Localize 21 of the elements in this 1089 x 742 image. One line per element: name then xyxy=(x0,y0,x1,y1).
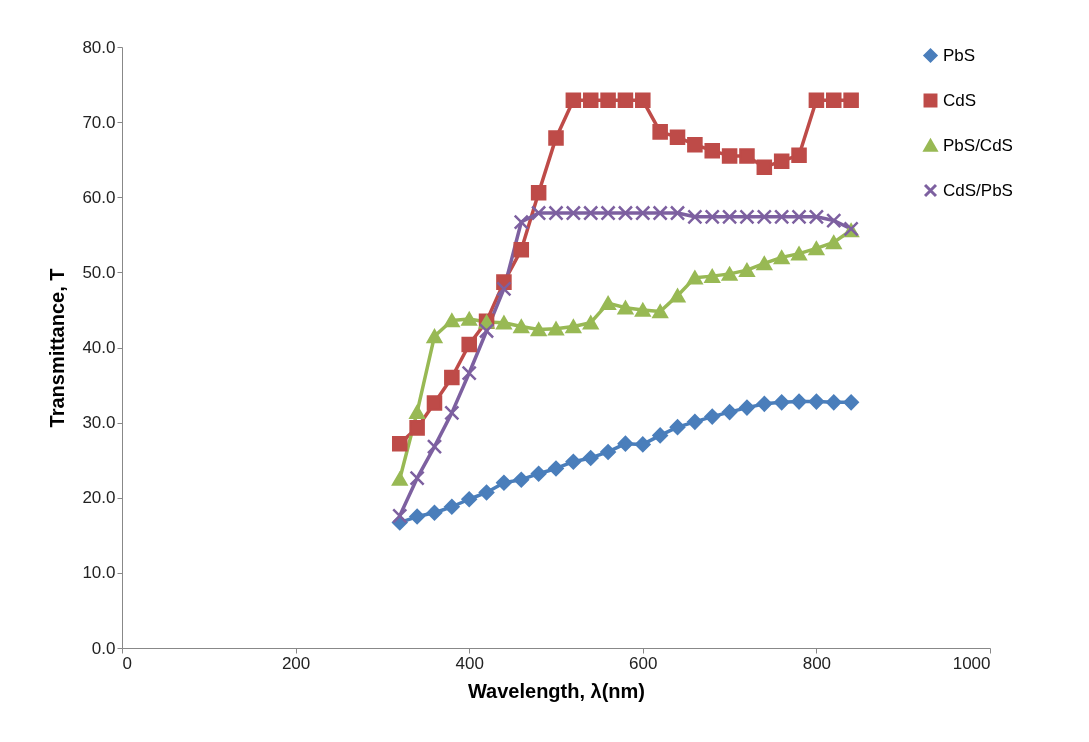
x-tick-label: 200 xyxy=(281,653,311,673)
y-tick-label: 30.0 xyxy=(82,413,116,433)
y-tick-label: 80.0 xyxy=(82,37,116,57)
legend-label: CdS/PbS xyxy=(943,180,1013,200)
x-tick-label: 400 xyxy=(455,653,484,673)
y-axis-title: Transmittance, T xyxy=(46,268,69,428)
legend-label: PbS xyxy=(943,45,976,65)
y-tick-label: 10.0 xyxy=(82,563,116,583)
legend-label: CdS xyxy=(943,90,977,110)
y-tick-label: 40.0 xyxy=(82,338,116,357)
x-tick-label: 600 xyxy=(629,653,658,673)
y-tick-label: 50.0 xyxy=(82,262,116,282)
y-tick-label: 70.0 xyxy=(82,112,116,132)
x-axis-title: Wavelength, λ(nm) xyxy=(467,679,646,702)
y-tick-label: 20.0 xyxy=(82,488,116,508)
x-tick-label: 1000 xyxy=(952,653,991,673)
y-tick-label: 60.0 xyxy=(82,187,116,207)
y-tick-label: 0.0 xyxy=(91,638,116,658)
x-tick-label: 800 xyxy=(802,653,832,673)
legend-label: PbS/CdS xyxy=(943,135,1013,155)
x-tick-label: 0 xyxy=(122,653,132,673)
